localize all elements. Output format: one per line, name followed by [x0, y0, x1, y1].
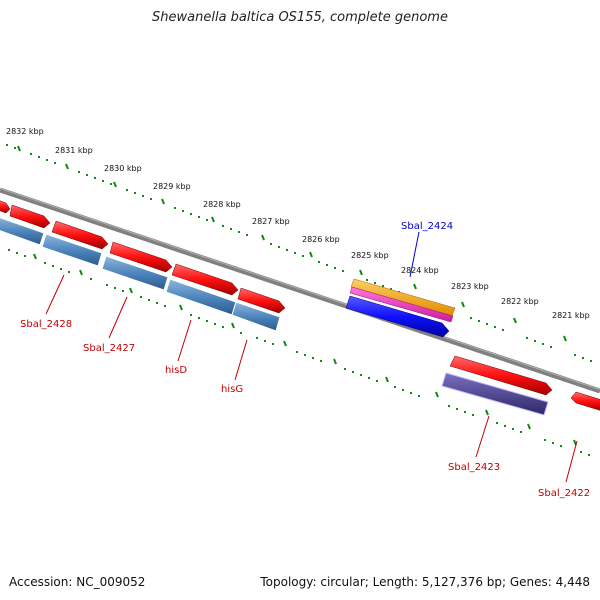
- gene-box[interactable]: [101, 255, 169, 291]
- kbp-label: 2831 kbp: [55, 146, 93, 155]
- kbp-label: 2832 kbp: [6, 127, 44, 136]
- gene-arrow[interactable]: [9, 204, 51, 229]
- gene-arrow[interactable]: [171, 263, 239, 296]
- kbp-label: 2826 kbp: [302, 235, 340, 244]
- kbp-label: 2825 kbp: [351, 251, 389, 260]
- upper-tick-track: [6, 144, 592, 362]
- gene-arrow[interactable]: [51, 220, 109, 250]
- purple-feature[interactable]: [441, 372, 549, 416]
- gene-label[interactable]: Sbal_2427: [83, 343, 135, 354]
- gene-label-group: Sbal_2424 Sbal_2428 Sbal_2427 hisD hisG …: [20, 221, 590, 499]
- gene-label[interactable]: Sbal_2423: [448, 462, 500, 473]
- highlight-feature-group: [345, 278, 549, 416]
- magenta-feature[interactable]: [349, 286, 454, 323]
- lower-tick-track: [8, 249, 590, 456]
- kbp-label: 2829 kbp: [153, 182, 191, 191]
- kbp-label: 2828 kbp: [203, 200, 241, 209]
- topology-summary: Topology: circular; Length: 5,127,376 bp…: [260, 575, 590, 589]
- kbp-label-group: 2832 kbp 2831 kbp 2830 kbp 2829 kbp 2828…: [6, 127, 590, 320]
- genome-backbone: [0, 187, 600, 394]
- gene-arrow[interactable]: [570, 391, 600, 411]
- blue-feature-arrow[interactable]: [345, 295, 450, 338]
- gene-box[interactable]: [231, 301, 281, 332]
- kbp-label: 2823 kbp: [451, 282, 489, 291]
- gene-label[interactable]: hisD: [165, 365, 187, 376]
- leader-lines: [45, 231, 578, 483]
- kbp-label: 2827 kbp: [252, 217, 290, 226]
- map-title: Shewanella baltica OS155, complete genom…: [152, 10, 448, 25]
- upper-major-ticks: [17, 145, 567, 342]
- kbp-label: 2821 kbp: [552, 311, 590, 320]
- gene-label[interactable]: Sbal_2422: [538, 488, 590, 499]
- genome-backbone-highlight: [0, 188, 600, 390]
- kbp-label: 2822 kbp: [501, 297, 539, 306]
- gene-arrow[interactable]: [0, 200, 11, 214]
- gene-label[interactable]: Sbal_2424: [401, 221, 453, 232]
- forward-gene-group: [0, 200, 600, 411]
- accession-text: Accession: NC_009052: [9, 575, 146, 589]
- gene-arrow[interactable]: [237, 287, 286, 314]
- kbp-label: 2824 kbp: [401, 266, 439, 275]
- gene-arrow[interactable]: [449, 355, 553, 396]
- gene-box[interactable]: [41, 233, 103, 267]
- gene-label[interactable]: hisG: [221, 384, 243, 395]
- reverse-gene-group: [0, 217, 281, 332]
- kbp-label: 2830 kbp: [104, 164, 142, 173]
- gene-label[interactable]: Sbal_2428: [20, 319, 72, 330]
- gene-box[interactable]: [0, 217, 45, 246]
- gene-arrow[interactable]: [109, 241, 173, 273]
